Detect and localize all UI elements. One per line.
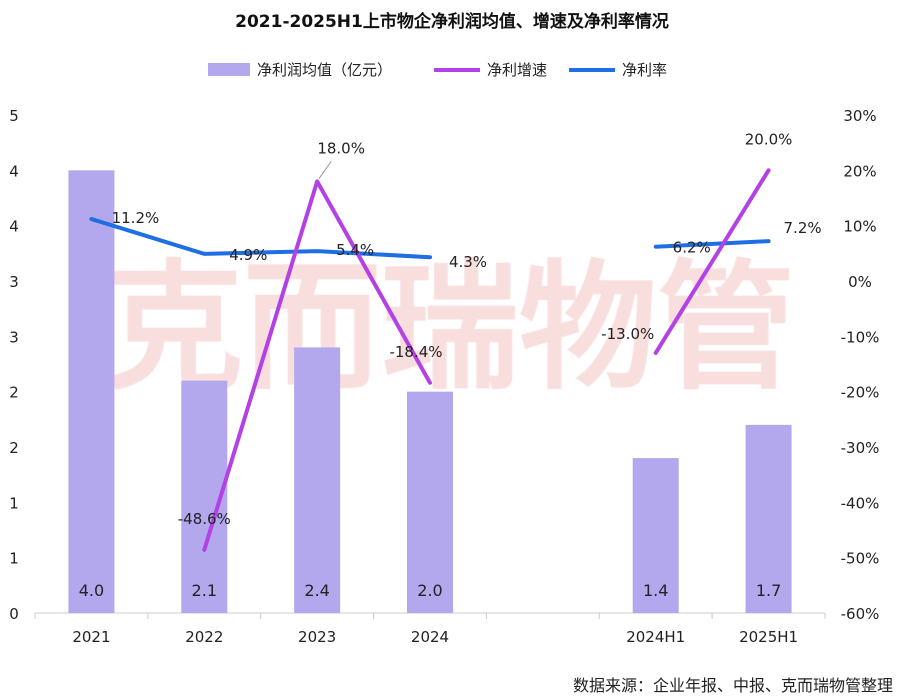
x-tick-label: 2024 — [411, 628, 449, 646]
left-tick-label: 2 — [9, 384, 19, 402]
growth-label-leader — [318, 161, 332, 179]
bar-label: 1.4 — [643, 581, 668, 600]
margin-label: 7.2% — [784, 219, 822, 237]
left-tick-label: 4 — [9, 218, 19, 236]
net-growth-line — [202, 179, 432, 552]
bar-2021 — [68, 170, 115, 614]
right-tick-label: -40% — [841, 494, 880, 512]
legend-label-bar: 净利润均值（亿元） — [257, 61, 392, 79]
net-margin-line — [89, 217, 432, 260]
legend-label-growth: 净利增速 — [487, 61, 547, 79]
margin-label: 6.2% — [673, 239, 711, 257]
right-tick-label: -20% — [841, 384, 880, 402]
left-tick-label: 1 — [9, 494, 19, 512]
margin-label: 11.2% — [112, 209, 160, 227]
bar-label: 2.4 — [304, 581, 329, 600]
bar-label: 2.1 — [192, 581, 217, 600]
x-tick-label: 2021 — [72, 628, 110, 646]
growth-label: -18.4% — [389, 343, 442, 361]
x-tick-label: 2024H1 — [626, 628, 685, 646]
left-tick-label: 0 — [9, 605, 19, 623]
margin-label: 5.4% — [336, 241, 374, 259]
left-tick-label: 3 — [9, 273, 19, 291]
right-tick-label: 10% — [843, 218, 876, 236]
bar-2024 — [407, 391, 453, 613]
left-tick-label: 4 — [9, 162, 19, 180]
right-tick-label: -30% — [841, 439, 880, 457]
right-tick-label: 0% — [848, 273, 872, 291]
source-note: 数据来源：企业年报、中报、克而瑞物管整理 — [573, 676, 893, 695]
legend-label-margin: 净利率 — [622, 61, 667, 79]
bar-label: 2.0 — [417, 581, 442, 600]
x-tick-label: 2025H1 — [739, 628, 798, 646]
net-margin-line — [653, 239, 771, 249]
left-tick-label: 2 — [9, 439, 19, 457]
right-tick-label: 30% — [843, 107, 876, 125]
growth-label: 18.0% — [317, 139, 365, 157]
growth-label: -48.6% — [178, 510, 231, 528]
bar-label: 4.0 — [79, 581, 104, 600]
right-tick-label: -50% — [841, 550, 880, 568]
right-tick-label: -10% — [841, 328, 880, 346]
margin-label: 4.9% — [229, 246, 267, 264]
growth-label: -13.0% — [601, 325, 654, 343]
left-tick-label: 3 — [9, 328, 19, 346]
bar-label: 1.7 — [756, 581, 781, 600]
bar-2024H1 — [632, 458, 679, 613]
x-tick-label: 2022 — [185, 628, 223, 646]
left-tick-label: 1 — [9, 550, 19, 568]
growth-label: 20.0% — [745, 130, 793, 148]
net-growth-line — [653, 168, 771, 355]
right-tick-label: -60% — [841, 605, 880, 623]
x-tick-label: 2023 — [298, 628, 336, 646]
left-tick-label: 5 — [9, 107, 19, 125]
right-tick-label: 20% — [843, 162, 876, 180]
bar-2025H1 — [745, 424, 792, 613]
bar-2023 — [294, 347, 341, 613]
legend-swatch-bar — [208, 63, 250, 76]
margin-label: 4.3% — [449, 253, 487, 271]
chart-title: 2021-2025H1上市物企净利润均值、增速及净利率情况 — [235, 11, 669, 32]
